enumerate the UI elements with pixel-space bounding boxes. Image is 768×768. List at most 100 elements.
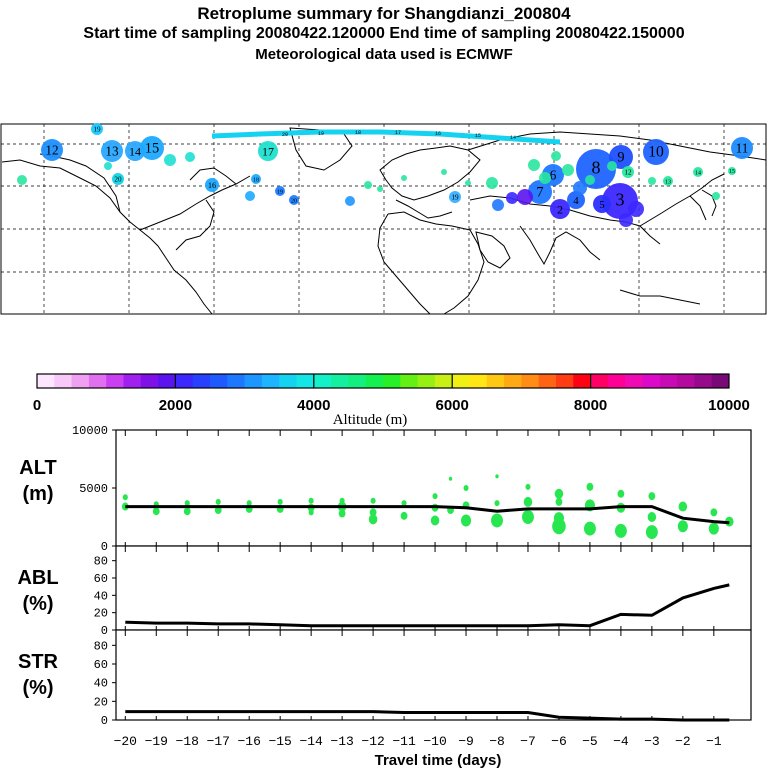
x-tick-label: −17 <box>207 734 230 749</box>
plume-particle <box>492 199 504 211</box>
x-tick-label: −2 <box>675 734 691 749</box>
colorbar-tick-label: 6000 <box>436 397 469 414</box>
plume-particle <box>573 181 587 195</box>
altitude-particle-marker <box>308 497 314 504</box>
plume-bubble <box>91 123 103 135</box>
plume-bubble <box>140 136 164 160</box>
colorbar-swatch <box>210 374 228 388</box>
plume-bubble <box>663 176 673 186</box>
colorbar-swatch <box>88 374 107 388</box>
plume-particle <box>364 181 372 189</box>
y-tick-label: 80 <box>94 555 108 569</box>
panel-abl: 80 60 40 20 0 ABL (%) <box>17 545 752 638</box>
plume-bubble-label: 14 <box>695 170 701 176</box>
altitude-particle-marker <box>432 493 438 500</box>
colorbar-swatch <box>677 374 695 388</box>
colorbar-swatch <box>227 374 246 388</box>
plume-bubble <box>125 141 145 161</box>
colorbar-swatch <box>175 374 194 388</box>
plume-particle <box>528 159 540 171</box>
coastlines <box>1 127 767 315</box>
svg-text:14: 14 <box>510 135 516 141</box>
plume-particle <box>17 175 27 185</box>
colorbar-swatch <box>434 374 453 388</box>
plume-bubble <box>567 191 585 209</box>
plume-particle <box>465 180 471 186</box>
plume-bubble-label: 18 <box>253 177 259 183</box>
x-tick-label: −20 <box>114 734 137 749</box>
plume-bubble <box>643 139 669 165</box>
plume-particle <box>585 175 595 185</box>
x-axis-label: Travel time (days) <box>375 752 502 768</box>
colorbar-swatch <box>573 374 592 388</box>
colorbar-swatch <box>365 374 384 388</box>
plume-bubble <box>205 178 219 192</box>
altitude-particle-marker <box>677 520 688 533</box>
altitude-particle-marker <box>522 510 534 524</box>
panel-ylabel: STR <box>18 651 59 673</box>
plume-bubble-label: 19 <box>93 126 101 134</box>
y-tick-label: 80 <box>94 639 108 653</box>
altitude-particle-marker <box>463 485 469 491</box>
plume-particle <box>345 196 355 206</box>
colorbar-tick-label: 10000 <box>708 397 750 414</box>
plume-bubble-label: 3 <box>616 190 625 210</box>
altitude-particle-marker <box>494 500 500 507</box>
panel-ylabel-unit: (%) <box>22 593 53 615</box>
x-tick-label: −6 <box>551 734 567 749</box>
y-tick-label: 10000 <box>72 424 108 438</box>
plume-bubble-label: 20 <box>291 198 297 204</box>
altitude-particle-marker <box>183 507 191 516</box>
altitude-particle-marker <box>369 508 377 517</box>
altitude-particle-marker <box>277 498 283 505</box>
altitude-particle-marker <box>495 474 499 479</box>
colorbar-swatch <box>642 374 661 388</box>
y-tick-label: 0 <box>101 540 108 554</box>
plume-bubble <box>528 180 552 204</box>
plume-bubble-label: 2 <box>557 203 563 217</box>
colorbar-label: Altitude (m) <box>333 412 408 428</box>
x-tick-label: −4 <box>613 734 629 749</box>
plume-particle <box>562 164 574 176</box>
plume-particle <box>486 177 498 189</box>
plume-bubble <box>449 191 461 203</box>
altitude-particle-marker <box>491 513 503 528</box>
altitude-particle-marker <box>554 488 564 499</box>
plume-particle <box>377 186 383 192</box>
plume-bubble <box>728 167 736 175</box>
colorbar-swatch <box>348 374 367 388</box>
plume-bubble <box>550 199 570 219</box>
colorbar-swatch <box>54 374 73 388</box>
altitude-particle-marker <box>246 500 252 507</box>
plume-bubble-label: 5 <box>599 199 604 211</box>
colorbar-swatch <box>538 374 557 388</box>
panel-ylabel: ABL <box>17 567 58 589</box>
colorbar-tick-label: 4000 <box>297 397 330 414</box>
panel-alt: 10000 5000 0 ALT (m) <box>19 424 752 554</box>
altitude-particle-marker <box>583 521 596 536</box>
altitude-particle-marker <box>553 512 565 525</box>
altitude-particle-marker <box>525 483 531 490</box>
colorbar-swatch <box>521 374 540 388</box>
altitude-particle-marker <box>586 482 594 491</box>
plume-bubble-label: 15 <box>729 169 735 175</box>
plume-bubble-label: 10 <box>648 144 664 161</box>
altitude-particle-marker <box>184 500 190 507</box>
panel-frame <box>115 545 752 631</box>
plume-particle <box>539 172 551 184</box>
plume-particle <box>628 201 644 217</box>
plume-bubble-label: 16 <box>208 181 216 190</box>
plume-bubble-label: 14 <box>129 145 141 159</box>
plume-bubble <box>593 195 611 213</box>
panel-str: 80 60 40 20 0 STR (%) <box>18 629 752 728</box>
plume-bubble <box>693 167 703 177</box>
plume-bubble-label: 15 <box>145 141 159 157</box>
colorbar-swatch <box>383 374 401 388</box>
colorbar-swatch <box>192 374 211 388</box>
x-tick-label: −8 <box>489 734 505 749</box>
altitude-particle-marker <box>122 494 128 501</box>
y-tick-label: 5000 <box>79 482 108 496</box>
colorbar-swatch <box>331 374 349 388</box>
colorbar-swatch <box>158 374 176 388</box>
